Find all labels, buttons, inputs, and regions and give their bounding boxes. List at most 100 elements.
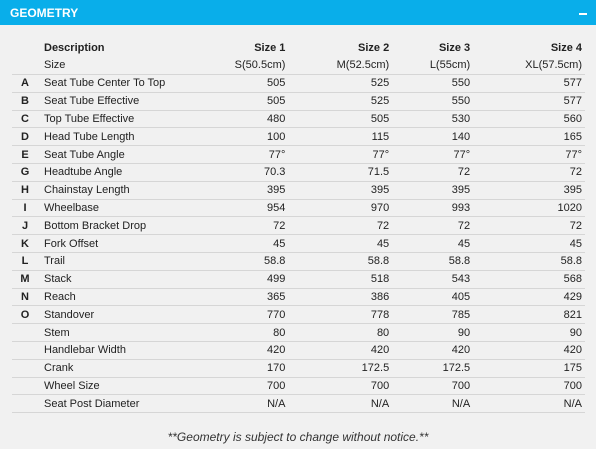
cell-value: 530	[392, 110, 474, 129]
row-key	[12, 377, 38, 396]
row-label: Handlebar Width	[38, 341, 188, 360]
cell-value: 1020	[473, 199, 585, 218]
row-label: Trail	[38, 252, 188, 271]
table-row: M Stack 499 518 543 568	[12, 270, 585, 289]
table-row: Wheel Size 700 700 700 700	[12, 377, 585, 396]
cell-value: 700	[188, 377, 289, 396]
table-row: K Fork Offset 45 45 45 45	[12, 234, 585, 254]
row-key	[12, 56, 38, 76]
cell-value: 700	[392, 377, 474, 396]
cell-value: N/A	[473, 394, 585, 414]
row-key	[12, 323, 38, 343]
cell-value: N/A	[392, 394, 474, 414]
row-key: M	[12, 270, 38, 289]
table-row: A Seat Tube Center To Top 505 525 550 577	[12, 74, 585, 93]
cell-value: 72	[473, 163, 585, 182]
cell-value: 172.5	[392, 359, 474, 378]
cell-value: 77°	[392, 145, 474, 165]
row-label: Top Tube Effective	[38, 110, 188, 129]
cell-value: 550	[392, 92, 474, 111]
row-key	[12, 394, 38, 414]
cell-value: 165	[473, 127, 585, 147]
cell-value: XL(57.5cm)	[473, 56, 585, 76]
row-key	[12, 341, 38, 360]
cell-value: 80	[288, 323, 393, 343]
table-row: J Bottom Bracket Drop 72 72 72 72	[12, 216, 585, 236]
table-head: Description Size 1 Size 2 Size 3 Size 4	[12, 39, 585, 57]
cell-value: 58.8	[288, 252, 393, 271]
row-key: D	[12, 127, 38, 147]
cell-value: 172.5	[288, 359, 393, 378]
cell-value: 70.3	[188, 163, 289, 182]
cell-value: 420	[392, 341, 474, 360]
cell-value: 505	[288, 110, 393, 129]
cell-value: 505	[188, 92, 289, 111]
row-label: Head Tube Length	[38, 127, 188, 147]
geometry-table: Description Size 1 Size 2 Size 3 Size 4 Size…	[12, 39, 585, 414]
table-row: I Wheelbase 954 970 993 1020	[12, 199, 585, 218]
cell-value: 480	[188, 110, 289, 129]
cell-value: 700	[473, 377, 585, 396]
column-header: Size 2	[358, 41, 390, 54]
row-key: O	[12, 305, 38, 325]
row-key: L	[12, 252, 38, 271]
cell-value: 45	[188, 234, 289, 254]
cell-value: 518	[288, 270, 393, 289]
cell-value: 993	[392, 199, 474, 218]
cell-value: 543	[392, 270, 474, 289]
cell-value: 429	[473, 288, 585, 307]
row-label: Seat Tube Angle	[38, 145, 188, 165]
cell-value: N/A	[188, 394, 289, 414]
row-label: Size	[38, 56, 188, 76]
cell-value: 568	[473, 270, 585, 289]
cell-value: 58.8	[188, 252, 289, 271]
cell-value: 77°	[188, 145, 289, 165]
cell-value: 72	[473, 216, 585, 236]
cell-value: 115	[288, 127, 393, 147]
footnote: **Geometry is subject to change without …	[167, 430, 429, 444]
row-key: E	[12, 145, 38, 165]
cell-value: 71.5	[288, 163, 393, 182]
row-label: Crank	[38, 359, 188, 378]
column-header: Size 1	[254, 41, 286, 54]
row-key: K	[12, 234, 38, 254]
row-label: Fork Offset	[38, 234, 188, 254]
row-key: I	[12, 199, 38, 218]
cell-value: 45	[288, 234, 393, 254]
collapse-button[interactable]	[576, 6, 590, 20]
cell-value: 100	[188, 127, 289, 147]
cell-value: M(52.5cm)	[288, 56, 393, 76]
row-label: Stem	[38, 323, 188, 343]
column-header: Description	[44, 41, 105, 54]
header-bar: GEOMETRY	[0, 0, 596, 25]
header-row: Description Size 1 Size 2 Size 3 Size 4	[12, 39, 585, 57]
row-label: Wheel Size	[38, 377, 188, 396]
cell-value: 405	[392, 288, 474, 307]
row-label: Seat Tube Effective	[38, 92, 188, 111]
table-row: Handlebar Width 420 420 420 420	[12, 341, 585, 360]
cell-value: 525	[288, 74, 393, 93]
row-key: C	[12, 110, 38, 129]
cell-value: 72	[392, 216, 474, 236]
cell-value: 45	[392, 234, 474, 254]
cell-value: 954	[188, 199, 289, 218]
cell-value: 970	[288, 199, 393, 218]
cell-value: 577	[473, 92, 585, 111]
cell-value: 365	[188, 288, 289, 307]
row-label: Seat Tube Center To Top	[38, 74, 188, 93]
table-row: G Headtube Angle 70.3 71.5 72 72	[12, 163, 585, 182]
cell-value: L(55cm)	[392, 56, 474, 76]
cell-value: 577	[473, 74, 585, 93]
cell-value: 550	[392, 74, 474, 93]
row-key: J	[12, 216, 38, 236]
column-header: Size 3	[438, 41, 471, 54]
cell-value: 72	[288, 216, 393, 236]
table-row: L Trail 58.8 58.8 58.8 58.8	[12, 252, 585, 271]
cell-value: 58.8	[392, 252, 474, 271]
cell-value: 90	[473, 323, 585, 343]
cell-value: 700	[288, 377, 393, 396]
table-row: Seat Post Diameter N/A N/A N/A N/A	[12, 394, 585, 414]
cell-value: 170	[188, 359, 289, 378]
cell-value: 80	[188, 323, 289, 343]
